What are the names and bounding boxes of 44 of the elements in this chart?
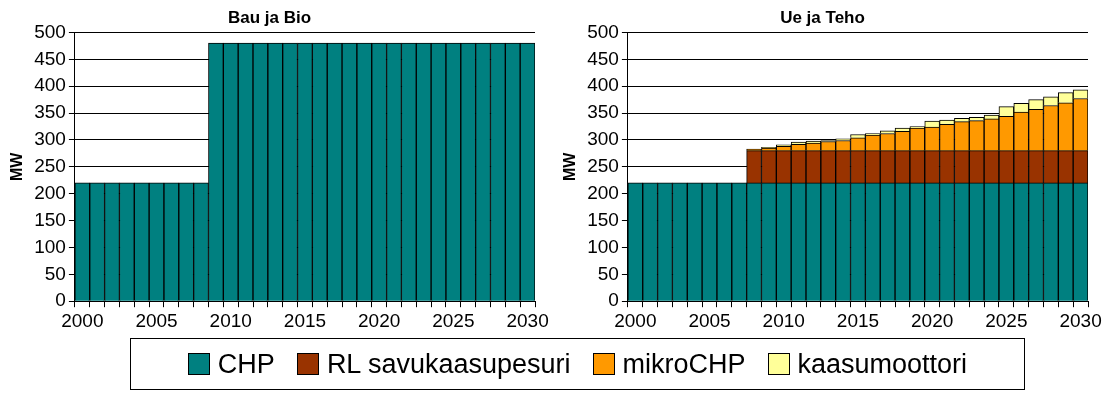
x-tick-label: 2030 [1059,309,1102,331]
y-tick-label: 100 [587,235,619,257]
legend-label: RL savukaasupesuri [326,348,571,380]
chart-title: Ue ja Teho [780,7,865,27]
y-tick-label: 50 [597,262,619,284]
y-tick-label: 0 [55,289,66,311]
y-axis-title: MW [8,151,26,182]
legend-label: CHP [217,348,275,380]
x-tick-label: 2020 [911,309,954,331]
y-tick-label: 100 [34,235,66,257]
y-tick-label: 150 [587,208,619,230]
x-tick-label: 2015 [283,309,327,331]
x-tick-label: 2030 [506,309,549,331]
x-tick-label: 2005 [135,309,178,331]
y-tick-label: 450 [34,47,66,69]
y-tick-label: 250 [34,155,66,177]
y-tick-label: 500 [34,20,66,42]
x-tick-label: 2000 [61,309,104,331]
x-tick-label: 2025 [985,309,1028,331]
x-tick-label: 2025 [432,309,475,331]
y-axis-title: MW [561,151,579,182]
y-tick-label: 300 [587,128,619,150]
y-tick-label: 350 [587,101,619,123]
y-tick-label: 50 [44,262,66,284]
legend-label: mikroCHP [622,348,746,380]
chart-title: Bau ja Bio [227,7,312,27]
y-tick-label: 0 [608,289,619,311]
y-tick-label: 400 [587,74,619,96]
y-tick-label: 200 [34,181,66,203]
y-tick-label: 300 [34,128,66,150]
y-tick-label: 200 [587,181,619,203]
x-tick-label: 2020 [358,309,401,331]
legend-label: kaasumoottori [797,348,968,380]
y-tick-label: 400 [34,74,66,96]
y-tick-label: 450 [587,47,619,69]
x-tick-label: 2010 [209,309,252,331]
y-tick-label: 150 [34,208,66,230]
x-tick-label: 2005 [688,309,731,331]
x-tick-label: 2010 [762,309,805,331]
x-tick-label: 2015 [836,309,880,331]
y-tick-label: 250 [587,155,619,177]
x-tick-label: 2000 [614,309,657,331]
y-tick-label: 500 [587,20,619,42]
y-tick-label: 350 [34,101,66,123]
